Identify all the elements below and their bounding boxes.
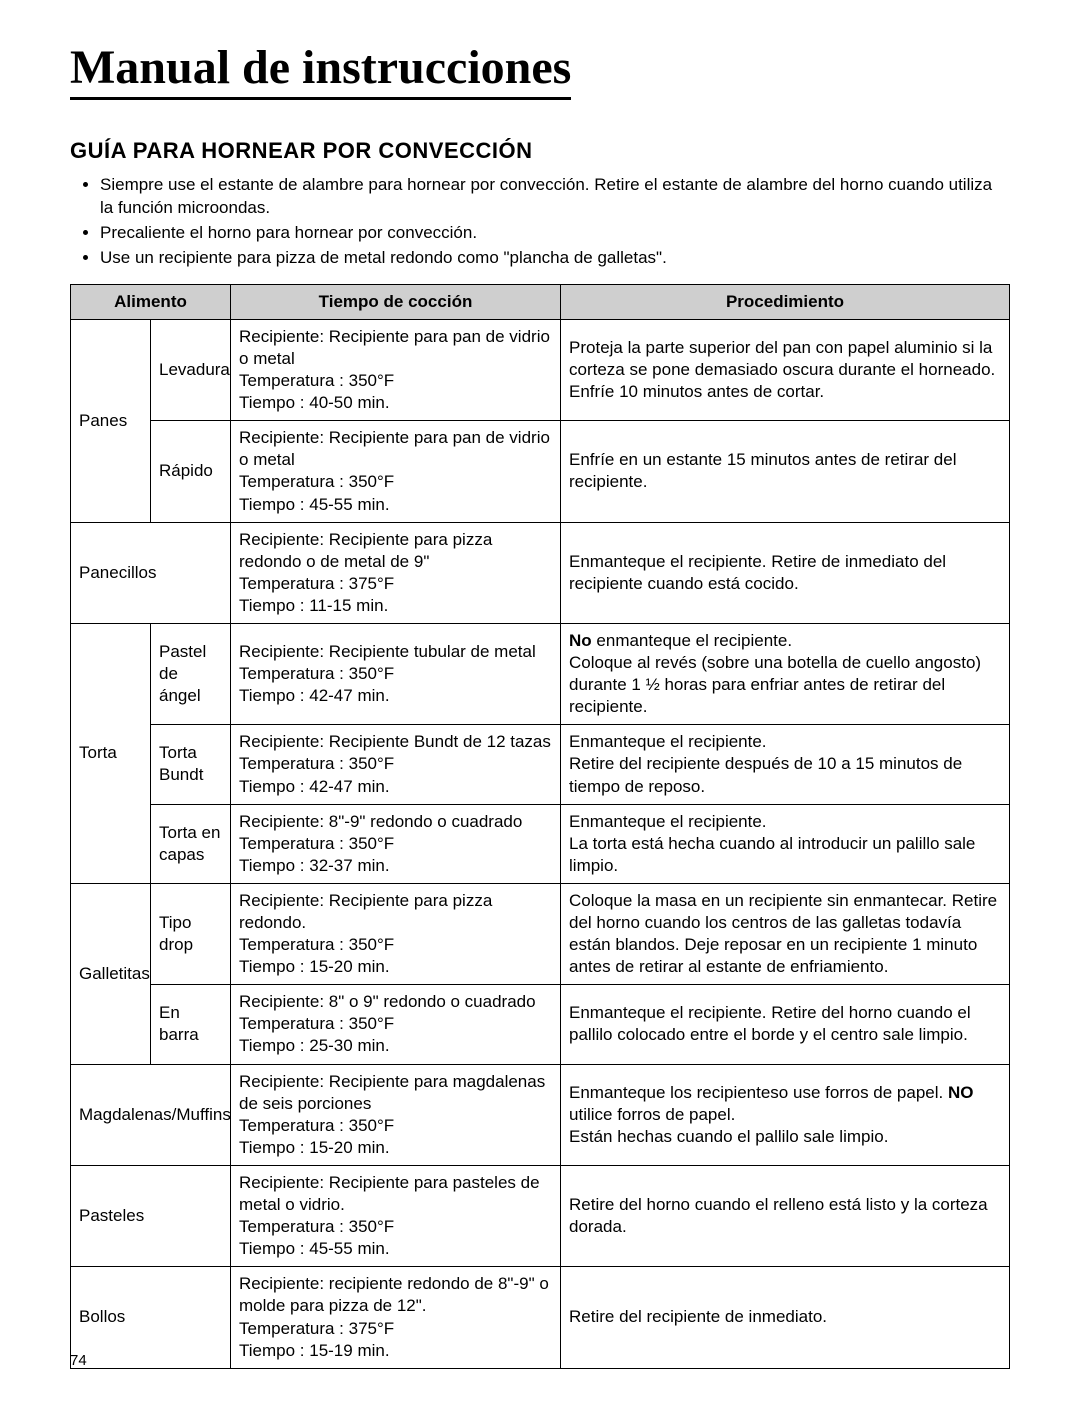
table-row: Pasteles Recipiente: Recipiente para pas… [71,1165,1010,1266]
ct-recipe: Recipiente: Recipiente Bundt de 12 tazas [239,731,552,753]
ct-time: Tiempo : 15-20 min. [239,1137,552,1159]
intro-bullets: Siempre use el estante de alambre para h… [70,174,1010,270]
food-sub: Tipo drop [151,883,231,984]
ct-temp: Temperatura : 350°F [239,1013,552,1035]
ct-temp: Temperatura : 375°F [239,1318,552,1340]
cook-time-cell: Recipiente: recipiente redondo de 8"-9" … [231,1267,561,1368]
cook-time-cell: Recipiente: 8" o 9" redondo o cuadrado T… [231,985,561,1064]
table-row: Torta en capas Recipiente: 8"-9" redondo… [71,804,1010,883]
ct-temp: Temperatura : 350°F [239,370,552,392]
procedure-cell: Enmanteque el recipiente. Retire del hor… [561,985,1010,1064]
ct-recipe: Recipiente: Recipiente para pan de vidri… [239,326,552,370]
table-row: Galletitas Tipo drop Recipiente: Recipie… [71,883,1010,984]
cook-time-cell: Recipiente: Recipiente para pizza redond… [231,522,561,623]
table-row: Torta Pastel de ángel Recipiente: Recipi… [71,623,1010,724]
th-procedure: Procedimiento [561,284,1010,319]
table-header-row: Alimento Tiempo de cocción Procedimiento [71,284,1010,319]
ct-temp: Temperatura : 350°F [239,934,552,956]
food-group: Magdalenas/Muffins [71,1064,231,1165]
cook-time-cell: Recipiente: Recipiente para magdalenas d… [231,1064,561,1165]
th-food: Alimento [71,284,231,319]
food-sub: Torta Bundt [151,725,231,804]
cook-time-cell: Recipiente: Recipiente tubular de metal … [231,623,561,724]
food-group: Panes [71,319,151,522]
page-number: 74 [70,1352,87,1369]
ct-recipe: Recipiente: Recipiente para pan de vidri… [239,427,552,471]
manual-title: Manual de instrucciones [70,40,571,100]
procedure-cell: Enmanteque el recipiente.Retire del reci… [561,725,1010,804]
ct-recipe: Recipiente: 8"-9" redondo o cuadrado [239,811,552,833]
baking-guide-table: Alimento Tiempo de cocción Procedimiento… [70,284,1010,1369]
food-sub: En barra [151,985,231,1064]
ct-time: Tiempo : 32-37 min. [239,855,552,877]
ct-temp: Temperatura : 350°F [239,833,552,855]
table-row: Panes Levadura Recipiente: Recipiente pa… [71,319,1010,420]
bullet-item: Use un recipiente para pizza de metal re… [100,247,1010,270]
ct-temp: Temperatura : 350°F [239,753,552,775]
page: Manual de instrucciones GUÍA PARA HORNEA… [0,0,1080,1409]
ct-temp: Temperatura : 350°F [239,1216,552,1238]
table-row: Panecillos Recipiente: Recipiente para p… [71,522,1010,623]
cook-time-cell: Recipiente: Recipiente para pan de vidri… [231,421,561,522]
procedure-cell: Retire del horno cuando el relleno está … [561,1165,1010,1266]
cook-time-cell: Recipiente: Recipiente para pan de vidri… [231,319,561,420]
procedure-cell: Proteja la parte superior del pan con pa… [561,319,1010,420]
cook-time-cell: Recipiente: 8"-9" redondo o cuadrado Tem… [231,804,561,883]
bullet-item: Siempre use el estante de alambre para h… [100,174,1010,220]
table-row: Rápido Recipiente: Recipiente para pan d… [71,421,1010,522]
ct-time: Tiempo : 25-30 min. [239,1035,552,1057]
food-sub: Torta en capas [151,804,231,883]
bullet-item: Precaliente el horno para hornear por co… [100,222,1010,245]
ct-time: Tiempo : 40-50 min. [239,392,552,414]
ct-time: Tiempo : 42-47 min. [239,685,552,707]
food-group: Galletitas [71,883,151,1064]
food-sub: Pastel de ángel [151,623,231,724]
ct-recipe: Recipiente: Recipiente para pizza redond… [239,890,552,934]
th-cook-time: Tiempo de cocción [231,284,561,319]
food-group: Torta [71,623,151,883]
ct-temp: Temperatura : 375°F [239,573,552,595]
cook-time-cell: Recipiente: Recipiente para pasteles de … [231,1165,561,1266]
table-row: Torta Bundt Recipiente: Recipiente Bundt… [71,725,1010,804]
procedure-cell: Enmanteque el recipiente. Retire de inme… [561,522,1010,623]
food-group: Panecillos [71,522,231,623]
cook-time-cell: Recipiente: Recipiente para pizza redond… [231,883,561,984]
ct-time: Tiempo : 15-20 min. [239,956,552,978]
ct-recipe: Recipiente: Recipiente para pasteles de … [239,1172,552,1216]
ct-recipe: Recipiente: Recipiente tubular de metal [239,641,552,663]
procedure-cell: Enfríe en un estante 15 minutos antes de… [561,421,1010,522]
ct-recipe: Recipiente: recipiente redondo de 8"-9" … [239,1273,552,1317]
table-row: En barra Recipiente: 8" o 9" redondo o c… [71,985,1010,1064]
section-title: GUÍA PARA HORNEAR POR CONVECCIÓN [70,138,1010,164]
ct-recipe: Recipiente: 8" o 9" redondo o cuadrado [239,991,552,1013]
table-row: Magdalenas/Muffins Recipiente: Recipient… [71,1064,1010,1165]
ct-time: Tiempo : 42-47 min. [239,776,552,798]
procedure-cell: Enmanteque los recipienteso use forros d… [561,1064,1010,1165]
ct-time: Tiempo : 45-55 min. [239,1238,552,1260]
ct-recipe: Recipiente: Recipiente para magdalenas d… [239,1071,552,1115]
ct-temp: Temperatura : 350°F [239,663,552,685]
ct-recipe: Recipiente: Recipiente para pizza redond… [239,529,552,573]
food-sub: Levadura [151,319,231,420]
procedure-cell: Retire del recipiente de inmediato. [561,1267,1010,1368]
ct-time: Tiempo : 11-15 min. [239,595,552,617]
procedure-cell: Enmanteque el recipiente.La torta está h… [561,804,1010,883]
procedure-cell: No enmanteque el recipiente.Coloque al r… [561,623,1010,724]
ct-time: Tiempo : 15-19 min. [239,1340,552,1362]
procedure-cell: Coloque la masa en un recipiente sin enm… [561,883,1010,984]
food-group: Pasteles [71,1165,231,1266]
cook-time-cell: Recipiente: Recipiente Bundt de 12 tazas… [231,725,561,804]
food-sub: Rápido [151,421,231,522]
ct-time: Tiempo : 45-55 min. [239,494,552,516]
ct-temp: Temperatura : 350°F [239,1115,552,1137]
food-group: Bollos [71,1267,231,1368]
table-row: Bollos Recipiente: recipiente redondo de… [71,1267,1010,1368]
ct-temp: Temperatura : 350°F [239,471,552,493]
